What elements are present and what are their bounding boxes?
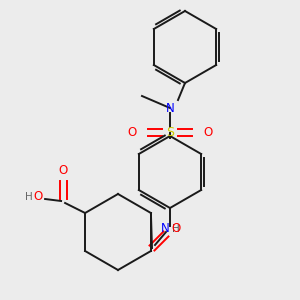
Text: H: H	[172, 224, 180, 234]
Text: N: N	[166, 101, 174, 115]
Text: O: O	[34, 190, 43, 203]
Text: O: O	[203, 125, 213, 139]
Text: O: O	[128, 125, 136, 139]
Text: S: S	[166, 125, 174, 139]
Text: O: O	[171, 221, 181, 235]
Text: N: N	[160, 223, 169, 236]
Text: O: O	[58, 164, 68, 178]
Text: H: H	[25, 192, 33, 202]
